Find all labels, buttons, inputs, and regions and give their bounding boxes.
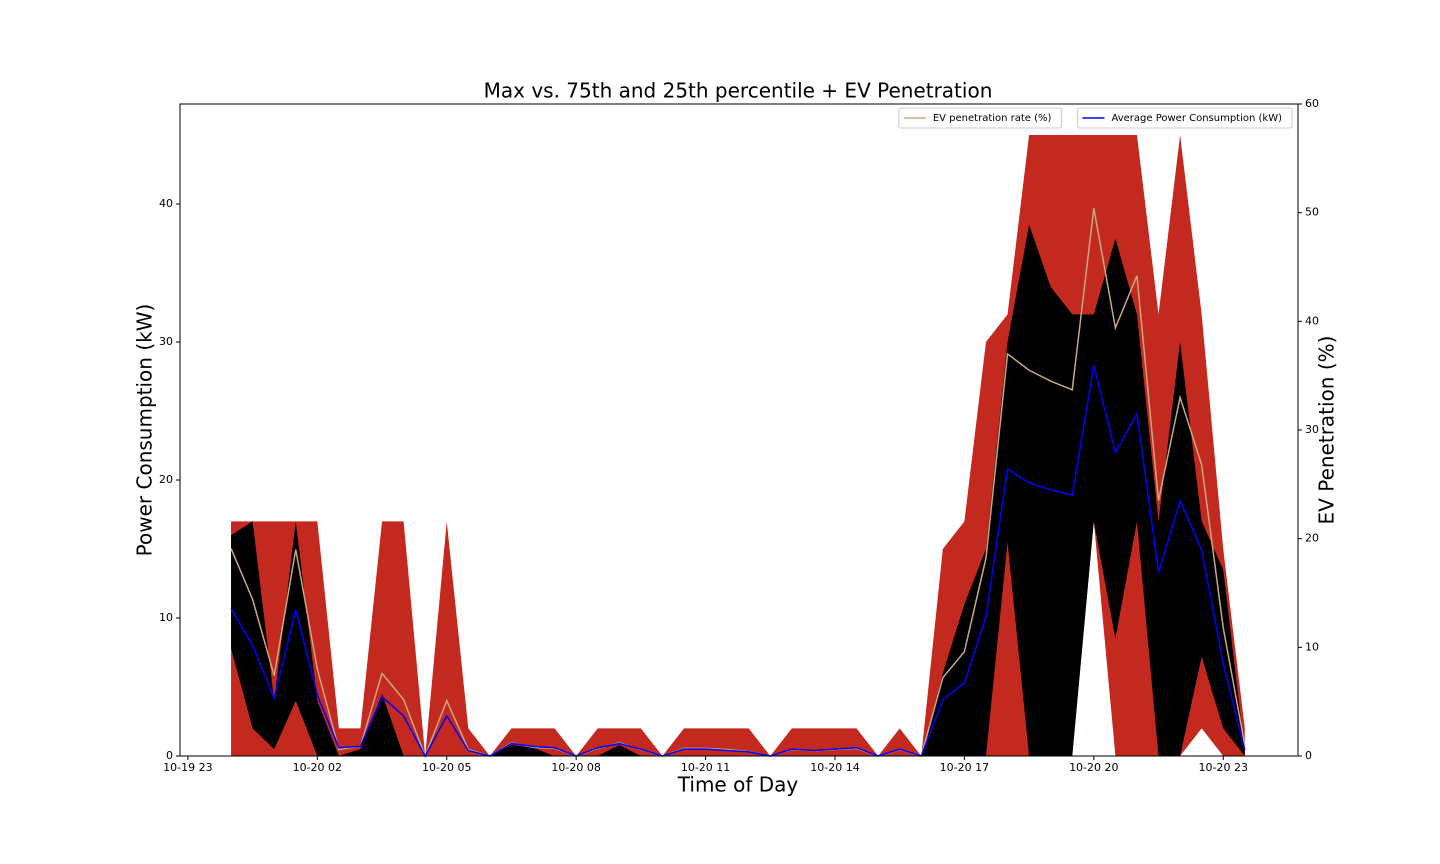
y2-tick-label: 60 — [1305, 97, 1319, 110]
y-axis-label: Power Consumption (kW) — [133, 304, 157, 557]
y-tick-label: 0 — [166, 749, 173, 762]
y2-tick-label: 20 — [1305, 532, 1319, 545]
legend-box — [1076, 107, 1293, 129]
x-tick-label: 10-20 05 — [422, 761, 471, 774]
y-tick-label: 10 — [159, 611, 173, 624]
x-tick-label: 10-20 02 — [293, 761, 342, 774]
x-tick-label: 10-20 14 — [810, 761, 859, 774]
x-tick-label: 10-20 08 — [551, 761, 600, 774]
y2-tick-label: 40 — [1305, 314, 1319, 327]
band-area — [231, 224, 1245, 757]
x-tick-label: 10-19 23 — [163, 761, 212, 774]
y-tick-label: 40 — [159, 197, 173, 210]
y2-tick-label: 30 — [1305, 423, 1319, 436]
x-tick-label: 10-20 23 — [1198, 761, 1247, 774]
chart-title: Max vs. 75th and 25th percentile + EV Pe… — [484, 79, 993, 103]
x-tick-label: 10-20 20 — [1069, 761, 1118, 774]
legend-box — [898, 107, 1062, 129]
y2-tick-label: 10 — [1305, 640, 1319, 653]
legend: Average Power Consumption (kW) — [1076, 107, 1293, 129]
y2-tick-label: 50 — [1305, 206, 1319, 219]
legend-label: EV penetration rate (%) — [933, 113, 1052, 124]
x-tick-label: 10-20 17 — [940, 761, 989, 774]
series-line — [230, 365, 1246, 758]
y2-tick-label: 0 — [1305, 749, 1312, 762]
legend-label: Average Power Consumption (kW) — [1111, 113, 1282, 124]
x-axis-label: Time of Day — [677, 773, 799, 797]
y-tick-label: 20 — [159, 473, 173, 486]
y2-axis-label: EV Penetration (%) — [1315, 336, 1339, 525]
x-tick-label: 10-20 11 — [681, 761, 730, 774]
y-tick-label: 30 — [159, 335, 173, 348]
legend: EV penetration rate (%) — [898, 107, 1062, 129]
